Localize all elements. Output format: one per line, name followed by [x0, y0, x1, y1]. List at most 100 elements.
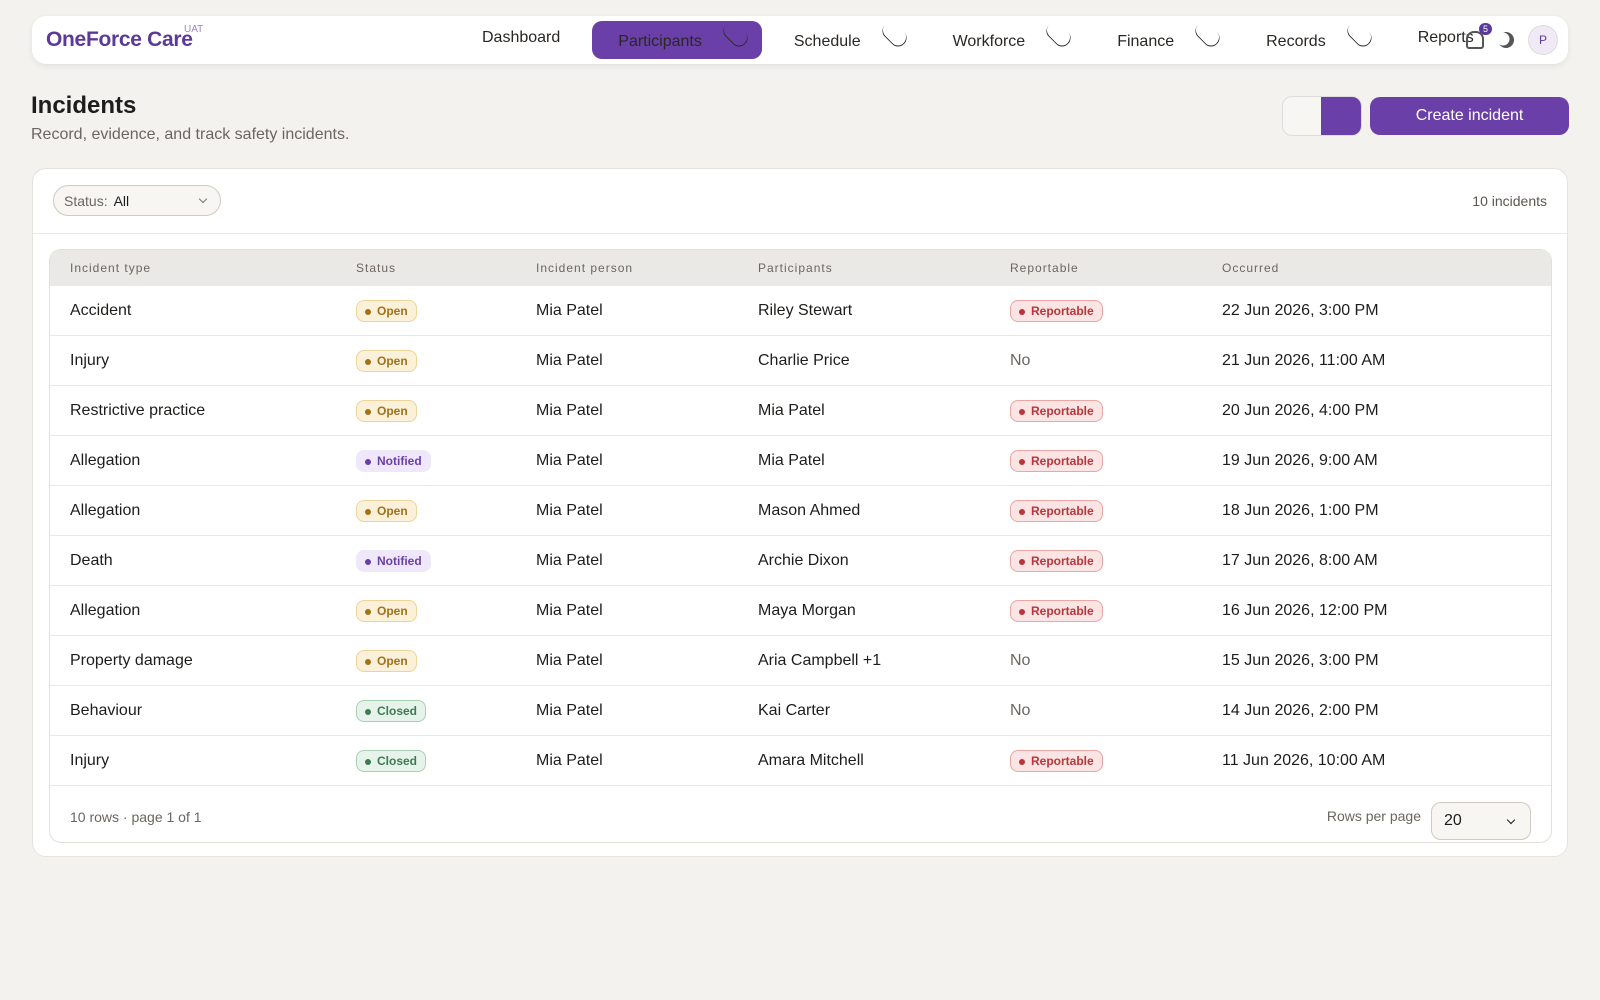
participants: Mia Patel [758, 401, 825, 419]
incident-person: Mia Patel [536, 301, 603, 319]
participants: Amara Mitchell [758, 751, 864, 769]
nav-item[interactable]: Participants [592, 18, 762, 59]
incident-type: Death [70, 551, 113, 569]
status-badge: Open [356, 649, 417, 672]
occurred: 17 Jun 2026, 8:00 AM [1222, 551, 1378, 569]
filter-label: Status: [64, 192, 108, 209]
menu: Dashboard Participants Schedule Workforce Fi… [456, 18, 1500, 59]
nav-label: Participants [618, 33, 702, 50]
incident-count: 10 incidents [1472, 193, 1547, 209]
table-row[interactable]: Allegation Open Mia Patel Maya Morgan Report… [50, 586, 1551, 636]
rpp-label: Rows per page [1326, 808, 1421, 824]
table-row[interactable]: Death Notified Mia Patel Archie Dixon Report… [50, 536, 1551, 586]
nav-label: Finance [1117, 33, 1175, 50]
nav-item[interactable]: Schedule [768, 18, 921, 59]
reportable-badge: Reportable [1010, 499, 1103, 522]
caret [719, 18, 751, 51]
avatar[interactable]: P [1528, 25, 1558, 55]
top-nav: OneForce Care UAT Dashboard Participants S… [32, 16, 1568, 64]
nav-item[interactable]: Finance [1091, 18, 1234, 59]
nav-item[interactable]: Workforce [927, 18, 1086, 59]
incident-person: Mia Patel [536, 351, 603, 369]
nav-label: Schedule [793, 33, 861, 50]
nav-label: Dashboard [482, 29, 561, 46]
occurred: 20 Jun 2026, 4:00 PM [1222, 401, 1379, 419]
page-title: Incidents [31, 92, 137, 119]
view-toggle[interactable] [1282, 96, 1362, 136]
status-badge: Notified [356, 449, 431, 472]
status-badge: Open [356, 299, 417, 322]
caret [198, 194, 208, 204]
occurred: 19 Jun 2026, 9:00 AM [1222, 451, 1378, 469]
incident-type: Allegation [70, 451, 141, 469]
nav-label: Reports [1417, 29, 1474, 46]
notification-count: 5 [1478, 23, 1492, 35]
caret [1043, 18, 1075, 51]
incident-person: Mia Patel [536, 451, 603, 469]
table: 10 rows · page 1 of 1 Rows per page 20 I… [49, 249, 1552, 843]
brand[interactable]: OneForce Care [46, 28, 193, 51]
list-view[interactable] [1321, 97, 1361, 135]
theme-toggle[interactable] [1498, 32, 1514, 48]
occurred: 11 Jun 2026, 10:00 AM [1222, 751, 1386, 769]
caret [1192, 18, 1224, 51]
participants: Archie Dixon [758, 551, 849, 569]
reportable-badge: Reportable [1010, 399, 1103, 422]
table-header: Incident type Status Incident person Partic… [50, 250, 1551, 286]
incident-type: Injury [70, 351, 110, 369]
incident-type: Accident [70, 301, 132, 319]
status-filter[interactable]: Status: All [53, 185, 221, 216]
rpp-value: 20 [1444, 812, 1462, 829]
reportable-badge: Reportable [1010, 749, 1103, 772]
participants: Mia Patel [758, 451, 825, 469]
column-header: Participants [758, 260, 833, 275]
reportable-text: No [1010, 701, 1031, 719]
table-row[interactable]: Accident Open Mia Patel Riley Stewart Report… [50, 286, 1551, 336]
nav-item[interactable]: Dashboard [456, 21, 586, 59]
table-row[interactable]: Injury Closed Mia Patel Amara Mitchell Repor… [50, 736, 1551, 786]
table-footer: 10 rows · page 1 of 1 Rows per page 20 [50, 790, 1551, 842]
nav-icons: 5 P [1466, 23, 1558, 55]
filter-value: All [113, 192, 130, 209]
status-badge: Open [356, 349, 417, 372]
participants: Charlie Price [758, 351, 850, 369]
column-header: Occurred [1222, 260, 1280, 275]
notifications[interactable]: 5 [1466, 23, 1492, 49]
status-badge: Open [356, 499, 417, 522]
table-row[interactable]: Behaviour Closed Mia Patel Kai Carter No 14 J… [50, 686, 1551, 736]
incident-type: Allegation [70, 501, 141, 519]
nav-label: Records [1266, 33, 1326, 50]
incident-person: Mia Patel [536, 651, 603, 669]
table-row[interactable]: Property damage Open Mia Patel Aria Campbel… [50, 636, 1551, 686]
summary: 10 rows · page 1 of 1 [70, 809, 202, 825]
column-header: Status [356, 260, 397, 275]
occurred: 21 Jun 2026, 11:00 AM [1222, 351, 1386, 369]
status-badge: Notified [356, 549, 431, 572]
rows-per-page[interactable]: 20 [1431, 802, 1531, 840]
status-badge: Open [356, 599, 417, 622]
incident-person: Mia Patel [536, 501, 603, 519]
incident-type: Allegation [70, 601, 141, 619]
table-row[interactable]: Allegation Open Mia Patel Mason Ahmed Report… [50, 486, 1551, 536]
status-badge: Closed [356, 749, 427, 772]
table-row[interactable]: Allegation Notified Mia Patel Mia Patel Repo… [50, 436, 1551, 486]
participants: Kai Carter [758, 701, 831, 719]
reportable-text: No [1010, 351, 1031, 369]
card: Status: All 10 incidents 10 rows · page 1… [32, 168, 1568, 857]
status-badge: Closed [356, 699, 427, 722]
nav-item[interactable]: Records [1240, 18, 1386, 59]
create-button[interactable]: Create incident [1370, 97, 1569, 135]
incident-type: Restrictive practice [70, 401, 206, 419]
column-header: Incident person [536, 260, 634, 275]
table-row[interactable]: Injury Open Mia Patel Charlie Price No 21 Jun… [50, 336, 1551, 386]
occurred: 22 Jun 2026, 3:00 PM [1222, 301, 1379, 319]
table-row[interactable]: Restrictive practice Open Mia Patel Mia Pat… [50, 386, 1551, 436]
participants: Mason Ahmed [758, 501, 861, 519]
nav-item[interactable]: Reports [1392, 21, 1500, 59]
reportable-badge: Reportable [1010, 549, 1103, 572]
incident-type: Property damage [70, 651, 193, 669]
incident-person: Mia Patel [536, 551, 603, 569]
reportable-badge: Reportable [1010, 599, 1103, 622]
reportable-badge: Reportable [1010, 449, 1103, 472]
incident-person: Mia Patel [536, 401, 603, 419]
